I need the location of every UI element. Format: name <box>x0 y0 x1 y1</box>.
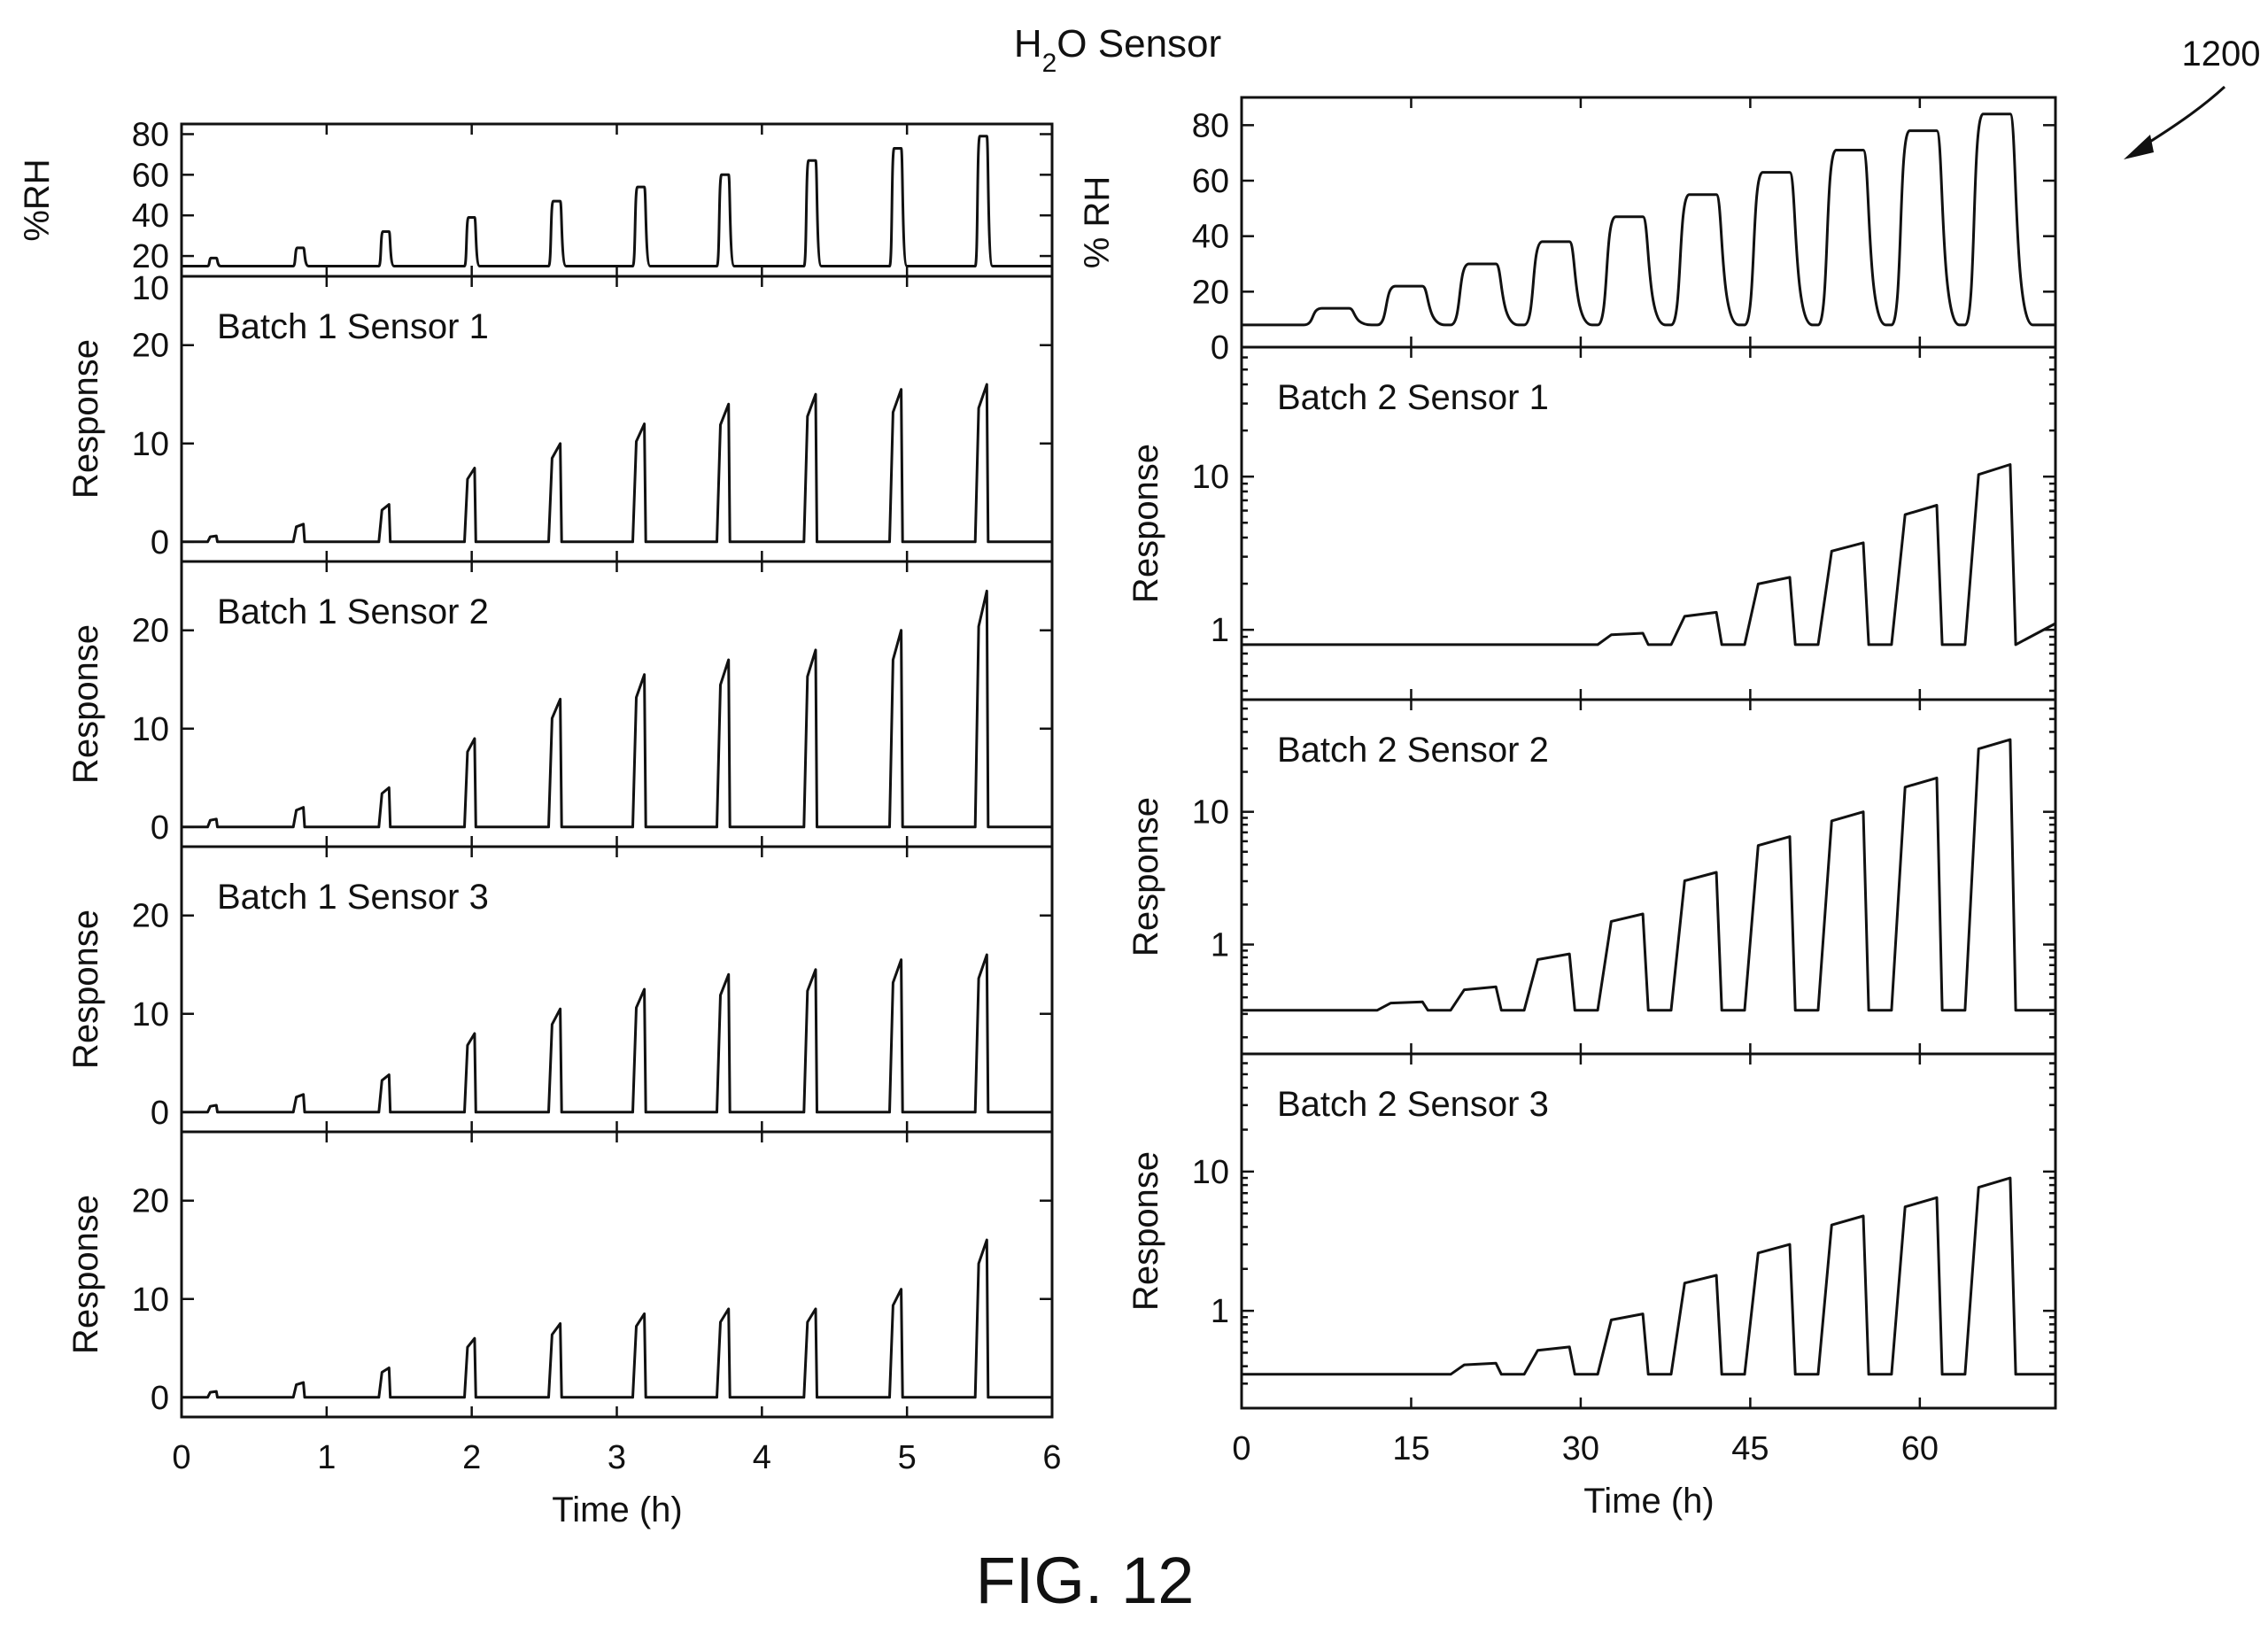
y-tick-label: 10 <box>1192 1154 1229 1191</box>
x-tick-label: 15 <box>1392 1430 1429 1467</box>
series-line <box>182 383 1052 544</box>
panel-label: Batch 2 Sensor 1 <box>1277 378 1549 417</box>
x-tick-label: 3 <box>608 1439 626 1476</box>
y-tick-label: 40 <box>132 197 169 235</box>
panel-left-b1s3: 0 10 20 Response Batch 1 Sensor 3 <box>66 845 1054 1134</box>
y-tick-label: 10 <box>132 711 169 748</box>
x-tick-label: 5 <box>898 1439 917 1476</box>
series-line <box>182 135 1052 267</box>
panel-right-b2s3: 1 10 0 15 30 45 60 Time (h) Response Batch 2 Sens… <box>1126 1052 2057 1521</box>
y-tick-label: 1 <box>1211 1293 1229 1330</box>
panel-left-b1s1: 0 10 20 10 Response Batch 1 Sensor 1 <box>66 270 1054 563</box>
y-axis-label: Response <box>1126 797 1165 956</box>
panel-right-b2s2: 1 10 Response Batch 2 Sensor 2 <box>1126 698 2057 1056</box>
plot-frame <box>1240 96 2057 349</box>
series-line <box>182 589 1052 829</box>
reference-leader-line <box>2138 85 2226 151</box>
y-tick-label: 10 <box>132 426 169 463</box>
y-tick-label: 0 <box>151 1095 169 1132</box>
y-tick-label: 10 <box>132 1281 169 1319</box>
panel-label: Batch 1 Sensor 1 <box>217 307 489 346</box>
y-axis-label: Response <box>66 910 105 1069</box>
y-axis-label: Response <box>1126 444 1165 603</box>
y-tick-label: 80 <box>1192 107 1229 144</box>
y-tick-label: 20 <box>132 613 169 650</box>
panel-right-rh: 0 20 40 60 80 % RH <box>1078 96 2057 367</box>
panel-label: Batch 2 Sensor 3 <box>1277 1085 1549 1124</box>
x-tick-label: 2 <box>462 1439 481 1476</box>
x-axis-label: Time (h) <box>1583 1482 1714 1521</box>
x-tick-label: 30 <box>1562 1430 1599 1467</box>
y-tick-label: 10 <box>1192 459 1229 496</box>
y-tick-label: 20 <box>1192 274 1229 311</box>
panel-right-b2s1: 1 10 Response Batch 2 Sensor 1 <box>1126 345 2057 701</box>
y-tick-label: 80 <box>132 116 169 153</box>
panel-label: Batch 1 Sensor 3 <box>217 878 489 917</box>
plot-frame <box>1240 1052 2057 1410</box>
x-tick-label: 0 <box>172 1439 190 1476</box>
y-axis-label: Response <box>1126 1151 1165 1311</box>
x-tick-label: 45 <box>1731 1430 1769 1467</box>
y-axis-label: %RH <box>18 159 57 241</box>
figure-title: H2O Sensor <box>1014 22 1221 78</box>
y-axis-label: Response <box>66 624 105 784</box>
y-tick-label: 20 <box>132 238 169 275</box>
reference-arrowhead <box>2124 135 2154 159</box>
y-tick-label: 20 <box>132 1183 169 1220</box>
y-tick-label: 20 <box>132 328 169 365</box>
panel-left-b1s2: 0 10 20 Response Batch 1 Sensor 2 <box>66 560 1054 848</box>
y-tick-label: 60 <box>132 157 169 194</box>
series-line <box>1242 112 2055 327</box>
series-line <box>1242 1176 2055 1376</box>
x-tick-label: 0 <box>1232 1430 1250 1467</box>
x-tick-label: 4 <box>753 1439 771 1476</box>
series-line <box>182 1238 1052 1399</box>
panel-label: Batch 2 Sensor 2 <box>1277 731 1549 770</box>
x-tick-label: 6 <box>1042 1439 1061 1476</box>
y-axis-label: Response <box>66 1195 105 1354</box>
y-tick-label: 40 <box>1192 219 1229 256</box>
y-tick-label: 0 <box>151 809 169 847</box>
y-tick-label: 10 <box>1192 794 1229 832</box>
series-line <box>1242 463 2056 647</box>
panel-left-s4: 0 10 20 0 1 2 3 4 5 6 Time (h) Response <box>66 1130 1062 1529</box>
plot-frame <box>180 1130 1054 1419</box>
x-tick-label: 60 <box>1901 1430 1939 1467</box>
y-tick-label: 10 <box>132 996 169 1034</box>
x-axis-label: Time (h) <box>552 1490 682 1529</box>
panel-label: Batch 1 Sensor 2 <box>217 592 489 631</box>
y-tick-label: 0 <box>1211 329 1229 367</box>
y-tick-label: 20 <box>132 898 169 935</box>
y-tick-label: 10 <box>132 270 169 307</box>
y-tick-label: 60 <box>1192 163 1229 200</box>
reference-numeral: 1200 <box>2182 35 2261 74</box>
y-tick-label: 0 <box>151 524 169 561</box>
y-axis-label: % RH <box>1078 176 1117 268</box>
y-axis-label: Response <box>66 339 105 499</box>
x-tick-label: 1 <box>317 1439 336 1476</box>
y-tick-label: 1 <box>1211 927 1229 964</box>
series-line <box>1242 738 2055 1012</box>
plot-frame <box>180 122 1054 278</box>
y-tick-label: 1 <box>1211 612 1229 649</box>
series-line <box>182 953 1052 1114</box>
figure-caption: FIG. 12 <box>976 1544 1195 1617</box>
y-tick-label: 0 <box>151 1380 169 1417</box>
